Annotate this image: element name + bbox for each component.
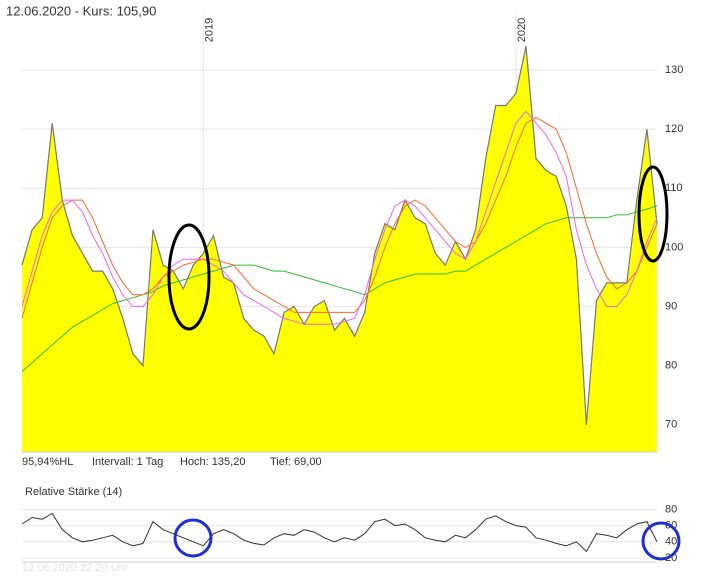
x-tick-label: 2019 xyxy=(203,18,215,42)
price-line xyxy=(21,46,658,425)
highlight-circle xyxy=(641,521,681,561)
series-line xyxy=(21,110,658,325)
y-tick-label: 130 xyxy=(665,64,683,76)
x-tick-label: 2020 xyxy=(516,18,528,42)
timestamp: 12.06.2020 22:20 Uhr xyxy=(22,562,129,574)
info-label: Hoch: 135,20 xyxy=(180,456,245,468)
y-tick-label: 70 xyxy=(665,419,677,431)
y-tick-label: 120 xyxy=(665,123,683,135)
y-tick-label: 80 xyxy=(665,360,677,372)
y-tick-label: 110 xyxy=(665,182,683,194)
info-label: Tief: 69,00 xyxy=(270,456,322,468)
y-tick-label: 90 xyxy=(665,300,677,312)
info-label: 95,94%HL xyxy=(22,456,73,468)
series-line xyxy=(21,512,658,553)
highlight-ellipse xyxy=(637,165,669,263)
chart-title: 12.06.2020 - Kurs: 105,90 xyxy=(6,3,156,18)
highlight-circle xyxy=(173,518,213,558)
series-line xyxy=(21,205,658,372)
series-line xyxy=(21,116,658,319)
info-label: Intervall: 1 Tag xyxy=(92,456,163,468)
highlight-ellipse xyxy=(167,223,211,331)
y-tick-label: 80 xyxy=(665,503,677,515)
y-tick-label: 100 xyxy=(665,241,683,253)
price-area xyxy=(22,46,657,453)
y-tick-label: 40 xyxy=(665,536,677,548)
rsi-title: Relative Stärke (14) xyxy=(25,486,122,498)
